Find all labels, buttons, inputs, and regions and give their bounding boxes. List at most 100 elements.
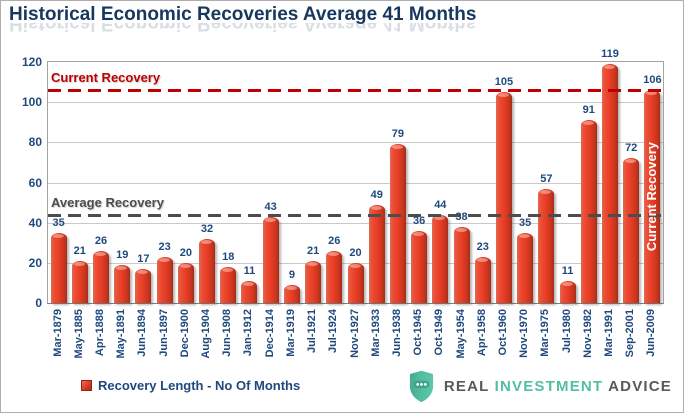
legend-swatch — [81, 380, 92, 391]
x-tick-label: Dec-1914 — [263, 309, 276, 358]
bar-value-label: 32 — [200, 223, 214, 235]
bar-value-label: 23 — [158, 241, 171, 253]
bar-value-label: 57 — [540, 173, 553, 185]
bar — [262, 217, 279, 303]
bar — [453, 227, 470, 303]
y-tick-label: 0 — [35, 296, 42, 310]
x-tick-label: Mar-1991 — [602, 309, 615, 357]
x-tick-label: Oct-1949 — [433, 309, 446, 356]
shield-dots-icon — [409, 370, 433, 403]
x-tick-label: Apr-1888 — [94, 309, 107, 357]
x-tick-label: Jun-1938 — [390, 309, 403, 357]
x-tick-label: Mar-1919 — [284, 309, 297, 357]
legend-label: Recovery Length - No Of Months — [98, 378, 301, 393]
average-recovery-line — [48, 213, 663, 217]
current-recovery-line — [48, 89, 663, 93]
bar-value-label: 35 — [52, 217, 65, 229]
bar — [580, 120, 597, 303]
x-tick-label: Oct-1960 — [496, 309, 509, 356]
bar — [601, 64, 618, 303]
x-tick-label: Mar-1879 — [51, 309, 64, 357]
y-grid-line — [48, 222, 663, 224]
x-tick-label: Jul-1924 — [327, 309, 340, 354]
y-tick-label: 120 — [21, 55, 42, 69]
x-tick-label: Nov-1982 — [581, 309, 594, 358]
bar-value-label: 20 — [179, 247, 192, 259]
bar — [623, 158, 640, 303]
bar — [474, 257, 491, 303]
bar — [368, 205, 385, 303]
x-tick-label: Oct-1945 — [412, 309, 425, 356]
brand-word-advice: ADVICE — [608, 378, 672, 395]
bar — [71, 261, 88, 303]
average-recovery-label: Average Recovery — [51, 194, 164, 210]
x-tick-label: Jan-1912 — [242, 309, 255, 357]
bar-value-label: 49 — [370, 189, 383, 201]
x-tick-label: May-1891 — [115, 309, 128, 359]
title-block: Historical Economic Recoveries Average 4… — [9, 4, 609, 34]
bar-value-label: 119 — [601, 48, 619, 60]
bar — [495, 92, 512, 303]
bar-value-label: 72 — [625, 142, 638, 154]
bar — [411, 231, 428, 303]
y-tick-label: 40 — [28, 215, 42, 230]
x-tick-label: May-1954 — [454, 309, 467, 359]
bar — [135, 269, 152, 303]
x-tick-label: Dec-1900 — [178, 309, 191, 358]
bar-value-label: 43 — [264, 201, 277, 213]
bar — [559, 281, 576, 303]
bar — [305, 261, 322, 303]
bar — [326, 251, 343, 303]
x-tick-label: Jul-1980 — [560, 309, 573, 354]
bar-value-label: 18 — [222, 251, 235, 263]
x-tick-label: Mar-1933 — [369, 309, 382, 357]
bar — [199, 239, 216, 303]
bar-value-label: 26 — [328, 235, 341, 247]
bar — [50, 233, 67, 303]
brand-word-real: REAL — [443, 378, 490, 395]
bar — [432, 215, 449, 303]
bar — [283, 285, 300, 303]
x-tick-label: Sep-2001 — [624, 309, 637, 358]
bar-value-label: 17 — [137, 253, 150, 265]
bar-value-label: 105 — [494, 76, 514, 88]
bar-value-label: 21 — [306, 245, 320, 257]
x-tick-label: Nov-1970 — [518, 309, 531, 358]
bar-value-label: 36 — [412, 215, 426, 227]
bar — [114, 265, 131, 303]
bar-value-label: 11 — [243, 265, 256, 277]
bar — [241, 281, 258, 303]
bar-value-label: 23 — [476, 241, 489, 253]
legend: Recovery Length - No Of Months — [81, 378, 300, 393]
bar — [177, 263, 194, 303]
x-tick-label: Apr-1958 — [475, 309, 488, 357]
bar-value-label: 106 — [643, 74, 662, 86]
bar-value-label: 26 — [94, 235, 108, 247]
bar — [347, 263, 364, 303]
x-tick-label: Jun-1908 — [221, 309, 234, 357]
x-tick-label: Nov-1927 — [348, 309, 361, 358]
x-tick-label: Jun-1897 — [157, 309, 170, 357]
y-grid-line — [48, 102, 663, 104]
bar — [517, 233, 534, 303]
y-tick-label: 80 — [28, 135, 42, 150]
y-tick-label: 20 — [28, 255, 42, 270]
y-tick-label: 60 — [28, 175, 42, 190]
x-tick-label: Jun-1894 — [136, 309, 149, 357]
y-grid-line — [48, 142, 663, 144]
bar-value-label: 11 — [561, 265, 574, 277]
current-recovery-bar-label: Current Recovery — [644, 141, 660, 252]
x-tick-label: Mar-1975 — [539, 309, 552, 357]
x-tick-label: May-1885 — [72, 309, 85, 359]
bar — [644, 90, 661, 303]
plot-area: 0 20 40 60 80 100 120 35 Mar-1879 21 May-1885 26 Apr… — [22, 48, 664, 359]
bar — [538, 189, 555, 303]
bar-value-label: 35 — [519, 217, 532, 229]
bar-value-label: 20 — [349, 247, 362, 259]
bar — [220, 267, 237, 303]
bar-value-label: 21 — [73, 245, 86, 257]
x-tick-label: Aug-1904 — [200, 309, 213, 359]
bar — [389, 144, 406, 303]
y-tick-label: 100 — [21, 95, 42, 110]
